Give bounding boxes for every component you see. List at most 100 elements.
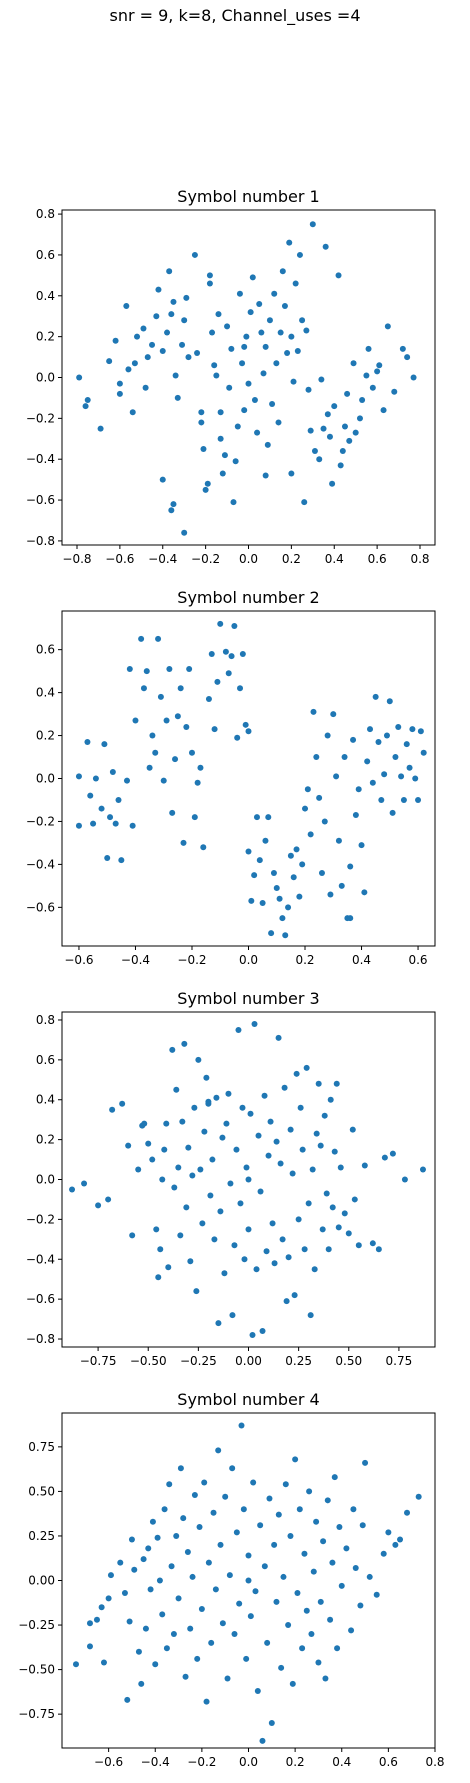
scatter-point — [182, 1673, 189, 1680]
scatter-point — [346, 437, 353, 444]
x-tick-label: −0.4 — [121, 953, 150, 967]
scatter-point — [275, 419, 282, 426]
scatter-point — [229, 1312, 236, 1319]
scatter-point — [149, 341, 156, 348]
scatter-point — [198, 1606, 205, 1613]
scatter-point — [355, 1242, 362, 1249]
x-tick-label: −0.25 — [180, 1354, 217, 1368]
scatter-point — [189, 1573, 196, 1580]
scatter-point — [250, 1479, 257, 1486]
scatter-point — [294, 347, 301, 354]
scatter-point — [138, 635, 145, 642]
scatter-point — [261, 1092, 268, 1099]
scatter-point — [235, 1026, 242, 1033]
scatter-point — [279, 268, 286, 275]
scatter-point — [345, 1230, 352, 1237]
scatter-point — [255, 1132, 262, 1139]
scatter-point — [157, 1246, 164, 1253]
scatter-point — [265, 1152, 272, 1159]
scatter-point — [112, 820, 119, 827]
scatter-point — [322, 243, 329, 250]
y-tick-label: 0.4 — [36, 1093, 55, 1107]
scatter-point — [155, 1274, 162, 1281]
scatter-point — [236, 1600, 243, 1607]
x-tick-label: 0.50 — [335, 1354, 362, 1368]
scatter-point — [229, 1465, 236, 1472]
scatter-point — [324, 411, 331, 418]
scatter-point — [144, 354, 151, 361]
scatter-point — [238, 1422, 245, 1429]
scatter-point — [311, 448, 318, 455]
scatter-point — [299, 861, 306, 868]
scatter-point — [317, 1598, 324, 1605]
scatter-point — [288, 333, 295, 340]
scatter-point — [263, 1248, 270, 1255]
y-tick-label: −0.6 — [26, 900, 55, 914]
scatter-point — [224, 1675, 231, 1682]
scatter-point — [186, 665, 193, 672]
x-tick-label: 0.6 — [408, 953, 427, 967]
scatter-point — [289, 1170, 296, 1177]
scatter-point — [273, 360, 280, 367]
scatter-point — [299, 1146, 306, 1153]
scatter-point — [287, 852, 294, 859]
scatter-point — [404, 354, 411, 361]
scatter-point — [415, 1493, 422, 1500]
scatter-point — [303, 1064, 310, 1071]
scatter-point — [203, 1074, 210, 1081]
scatter-point — [217, 1208, 224, 1215]
scatter-point — [123, 777, 130, 784]
scatter-point — [194, 349, 201, 356]
scatter-point — [247, 1110, 254, 1117]
scatter-point — [349, 1126, 356, 1133]
scatter-point — [211, 362, 218, 369]
scatter-point — [364, 758, 371, 765]
scatter-point — [290, 874, 297, 881]
scatter-point — [363, 372, 370, 379]
scatter-point — [222, 1493, 229, 1500]
scatter-point — [202, 486, 209, 493]
scatter-point — [107, 1572, 114, 1579]
scatter-point — [331, 1148, 338, 1155]
scatter-point — [193, 1288, 200, 1295]
scatter-point — [317, 1142, 324, 1149]
scatter-point — [210, 1509, 217, 1516]
scatter-point — [188, 749, 195, 756]
scatter-point — [290, 378, 297, 385]
scatter-point — [84, 396, 91, 403]
scatter-point — [315, 1659, 322, 1666]
scatter-point — [169, 809, 176, 816]
scatter-point — [392, 754, 399, 761]
scatter-point — [331, 403, 338, 410]
scatter-point — [187, 1258, 194, 1265]
scatter-point — [225, 670, 232, 677]
x-tick-label: 0.25 — [285, 1354, 312, 1368]
scatter-point — [380, 1550, 387, 1557]
scatter-point — [247, 1613, 254, 1620]
scatter-point — [259, 1328, 266, 1335]
scatter-point — [327, 1616, 334, 1623]
scatter-point — [140, 1556, 147, 1563]
scatter-point — [282, 1481, 289, 1488]
scatter-point — [90, 820, 97, 827]
scatter-point — [115, 796, 122, 803]
x-tick-label: −0.2 — [187, 1755, 216, 1769]
scatter-point — [169, 1046, 176, 1053]
scatter-point — [205, 696, 212, 703]
scatter-point — [311, 1266, 318, 1273]
scatter-point — [420, 749, 427, 756]
scatter-point — [168, 507, 175, 514]
scatter-point — [301, 499, 308, 506]
scatter-point — [116, 390, 123, 397]
scatter-point — [135, 1648, 142, 1655]
scatter-point — [146, 764, 153, 771]
subplot-title: Symbol number 3 — [177, 989, 319, 1008]
scatter-point — [173, 1086, 180, 1093]
x-tick-label: 0.2 — [282, 552, 301, 566]
scatter-point — [82, 403, 89, 410]
scatter-point — [305, 386, 312, 393]
x-tick-label: −0.2 — [191, 552, 220, 566]
scatter-point — [334, 1645, 341, 1652]
scatter-point — [313, 754, 320, 761]
scatter-point — [116, 380, 123, 387]
